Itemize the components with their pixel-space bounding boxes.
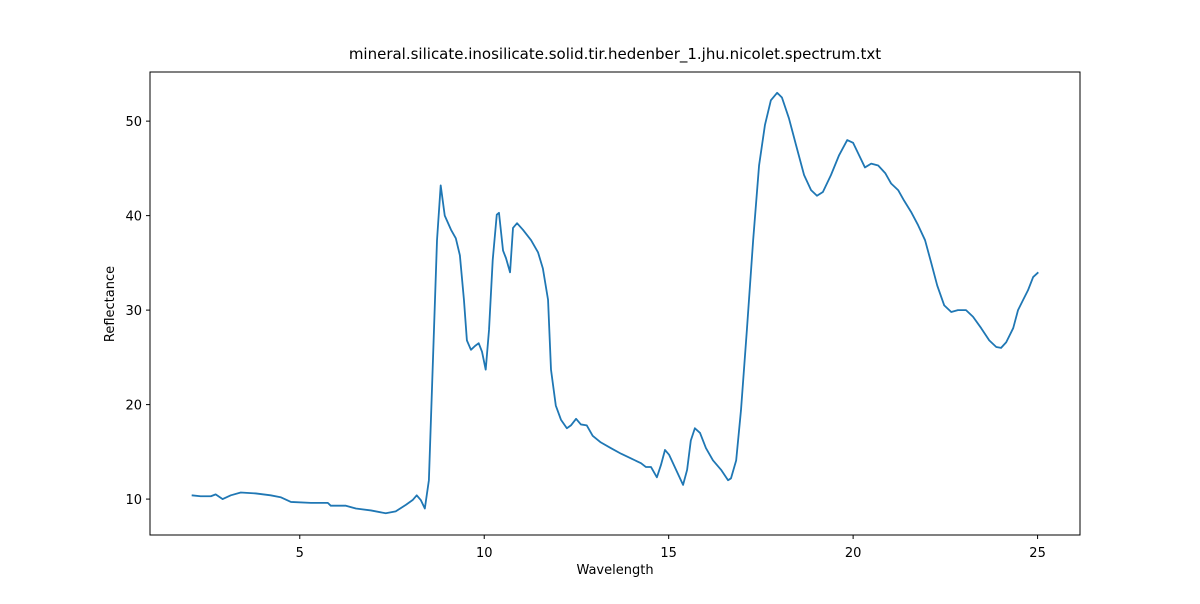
y-axis-label: Reflectance [103,266,118,342]
x-axis-label: Wavelength [576,563,653,578]
x-tick-label: 5 [296,546,304,561]
x-tick-label: 10 [476,546,493,561]
x-tick-label: 15 [660,546,677,561]
y-tick-label: 50 [125,115,142,130]
y-tick-label: 40 [125,210,142,225]
y-tick-label: 30 [125,304,142,319]
plot-frame [149,71,1081,536]
x-tick-label: 25 [1029,546,1046,561]
data-line [191,91,1039,515]
chart-title: mineral.silicate.inosilicate.solid.tir.h… [349,45,881,64]
x-tick-label: 20 [845,546,862,561]
y-tick-label: 10 [125,493,142,508]
y-tick-label: 20 [125,399,142,414]
